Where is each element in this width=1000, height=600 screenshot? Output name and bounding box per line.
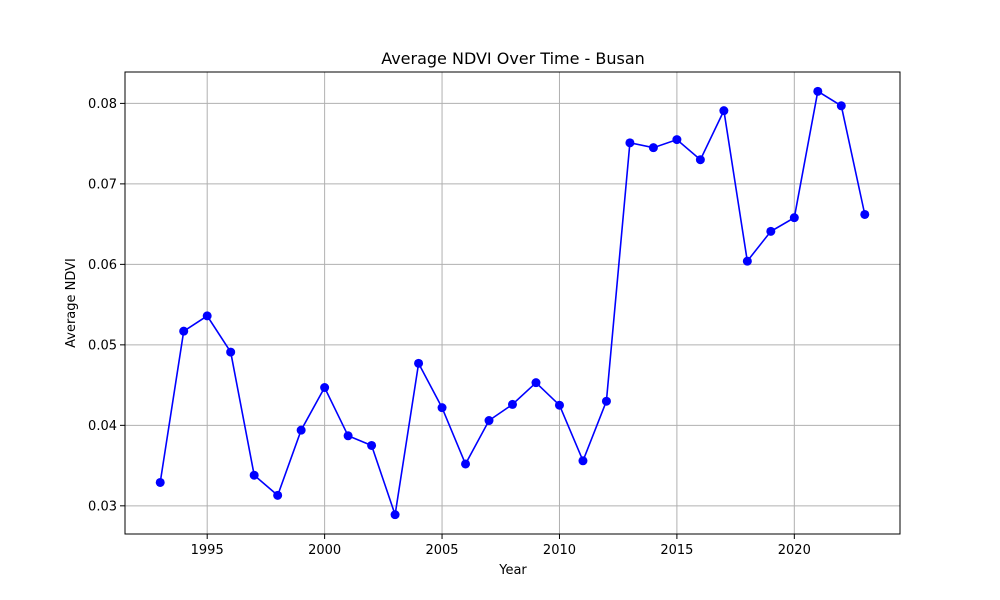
data-point (249, 470, 259, 480)
data-point (155, 477, 165, 487)
data-point (625, 138, 635, 148)
x-tick-label: 2015 (660, 543, 693, 558)
data-point (648, 143, 658, 153)
data-point (390, 510, 400, 520)
data-point (484, 416, 494, 426)
data-point (202, 311, 212, 321)
data-point (719, 106, 729, 116)
data-point (367, 440, 377, 450)
data-point (273, 490, 283, 500)
x-tick-label: 2010 (543, 543, 576, 558)
x-tick-label: 2000 (308, 543, 341, 558)
data-point (860, 209, 870, 219)
data-point (531, 378, 541, 388)
grid (125, 72, 900, 534)
data-point (461, 459, 471, 469)
data-point (554, 400, 564, 410)
x-tick-label: 2005 (425, 543, 458, 558)
data-point (672, 135, 682, 145)
data-point (695, 155, 705, 165)
y-tick-label: 0.07 (88, 177, 117, 192)
data-point (296, 425, 306, 435)
y-tick-label: 0.08 (88, 97, 117, 112)
data-points (155, 86, 870, 520)
data-point (742, 256, 752, 266)
data-point (789, 213, 799, 223)
y-tick-label: 0.05 (88, 338, 117, 353)
y-tick-label: 0.03 (88, 499, 117, 514)
plot-frame (124, 71, 901, 535)
data-point (437, 403, 447, 413)
y-tick-label: 0.06 (88, 258, 117, 273)
chart-title: Average NDVI Over Time - Busan (381, 49, 645, 68)
data-point (766, 226, 776, 236)
data-point (601, 396, 611, 406)
x-tick-label: 1995 (191, 543, 224, 558)
data-point (320, 383, 330, 393)
axis-ticks: 1995 2000 2005 2010 2015 2020 0.03 0.04 0.05 0.06… (88, 97, 811, 558)
data-point (226, 347, 236, 357)
data-point (343, 431, 353, 441)
x-tick-label: 2020 (778, 543, 811, 558)
series-line (159, 90, 866, 515)
data-point (578, 456, 588, 466)
y-tick-label: 0.04 (88, 419, 117, 434)
data-point (836, 101, 846, 111)
x-axis-label: Year (498, 563, 527, 578)
data-point (813, 86, 823, 96)
data-point (179, 326, 189, 336)
data-point (508, 399, 517, 409)
y-axis-label: Average NDVI (64, 258, 79, 348)
data-point (414, 358, 424, 368)
